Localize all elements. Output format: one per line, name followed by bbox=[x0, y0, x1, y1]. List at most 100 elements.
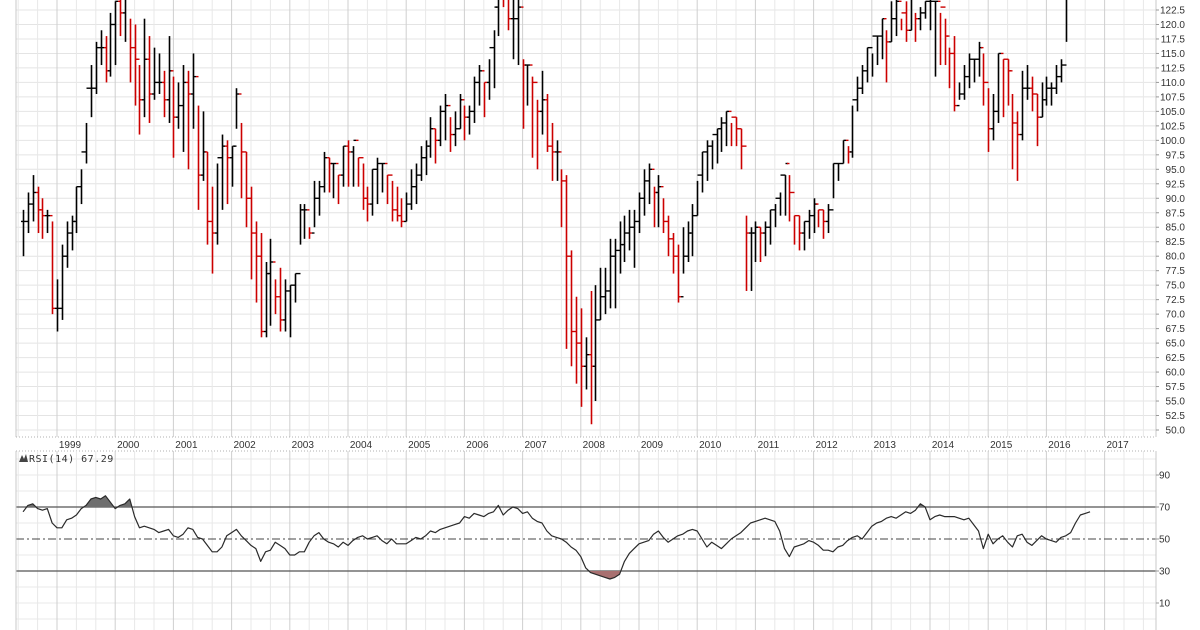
ohlc-bar bbox=[763, 221, 768, 257]
ohlc-bar bbox=[555, 140, 560, 181]
ohlc-bar bbox=[569, 250, 574, 367]
ohlc-bar bbox=[443, 93, 448, 141]
ohlc-bar bbox=[778, 174, 783, 216]
price-ohlc-bars bbox=[21, 0, 1068, 425]
ohlc-bar bbox=[972, 58, 977, 83]
year-label: 2002 bbox=[233, 440, 256, 451]
price-tick-label: 107.5 bbox=[1160, 92, 1185, 103]
price-tick-label: 67.5 bbox=[1166, 324, 1186, 335]
ohlc-bar bbox=[637, 192, 642, 234]
ohlc-bar bbox=[60, 244, 65, 320]
price-tick-label: 60.0 bbox=[1166, 368, 1186, 379]
ohlc-bar bbox=[545, 93, 550, 152]
year-label: 2016 bbox=[1048, 440, 1071, 451]
ohlc-bar bbox=[1059, 59, 1064, 83]
ohlc-bar bbox=[622, 215, 627, 262]
price-y-axis: 50.0 52.5 55.0 57.5 60.0 62.5 65.0 67.5 70.0 72.5… bbox=[1156, 6, 1186, 436]
ohlc-bar bbox=[816, 203, 821, 228]
ohlc-bar bbox=[89, 65, 94, 118]
price-tick-label: 50.0 bbox=[1166, 425, 1186, 436]
ohlc-bar bbox=[666, 215, 671, 257]
ohlc-bar bbox=[482, 70, 487, 118]
ohlc-bar bbox=[826, 204, 831, 234]
ohlc-bar bbox=[162, 70, 167, 118]
year-label: 2014 bbox=[932, 440, 955, 451]
ohlc-bar bbox=[433, 128, 438, 164]
rsi-tick-label: 90 bbox=[1159, 471, 1171, 482]
ohlc-bar bbox=[831, 162, 836, 211]
rsi-tick-label: 30 bbox=[1159, 567, 1171, 578]
ohlc-bar bbox=[191, 53, 196, 129]
ohlc-bar bbox=[365, 186, 370, 222]
rsi-line bbox=[22, 495, 1091, 580]
ohlc-bar bbox=[205, 151, 210, 245]
ohlc-bar bbox=[884, 17, 889, 83]
ohlc-bar bbox=[1064, 0, 1068, 66]
ohlc-bar bbox=[938, 0, 943, 66]
price-tick-label: 112.5 bbox=[1161, 63, 1186, 74]
ohlc-bar bbox=[259, 233, 264, 338]
ohlc-bar bbox=[821, 209, 826, 239]
ohlc-bar bbox=[390, 174, 395, 222]
ohlc-bar bbox=[744, 145, 749, 291]
ohlc-bar bbox=[724, 110, 729, 147]
ohlc-bar bbox=[399, 198, 404, 228]
ohlc-bar bbox=[870, 35, 875, 77]
ohlc-bar bbox=[603, 267, 608, 315]
ohlc-bar bbox=[865, 46, 870, 83]
ohlc-bar bbox=[787, 162, 792, 222]
price-tick-label: 82.5 bbox=[1166, 237, 1186, 248]
ohlc-bar bbox=[889, 1, 894, 43]
ohlc-bar bbox=[928, 0, 933, 31]
price-tick-label: 120.0 bbox=[1160, 20, 1185, 31]
ohlc-bar bbox=[171, 70, 176, 158]
ohlc-bar bbox=[991, 93, 996, 141]
ohlc-bar bbox=[914, 12, 918, 42]
ohlc-bar bbox=[618, 221, 623, 274]
ohlc-bar bbox=[773, 197, 778, 228]
price-panel-frame bbox=[15, 0, 1157, 438]
ohlc-bar bbox=[133, 24, 138, 106]
ohlc-bar bbox=[74, 185, 79, 234]
ohlc-bar bbox=[535, 81, 540, 170]
ohlc-bar bbox=[129, 18, 133, 83]
rsi-label: RSI(14) 67.29 bbox=[29, 454, 114, 465]
ohlc-bar bbox=[802, 220, 807, 251]
price-tick-label: 90.0 bbox=[1166, 194, 1186, 205]
ohlc-bar bbox=[104, 36, 109, 83]
ohlc-bar bbox=[841, 139, 846, 165]
ohlc-bar bbox=[584, 337, 589, 390]
ohlc-bar bbox=[419, 146, 424, 181]
ohlc-bar bbox=[496, 0, 500, 37]
price-tick-label: 117.5 bbox=[1161, 34, 1186, 45]
ohlc-bar bbox=[981, 46, 986, 106]
ohlc-bar bbox=[181, 65, 186, 152]
ohlc-bar bbox=[467, 105, 472, 135]
ohlc-bar bbox=[472, 76, 477, 123]
ohlc-bar bbox=[875, 35, 880, 66]
ohlc-bar bbox=[734, 116, 739, 147]
ohlc-bar bbox=[671, 233, 676, 274]
ohlc-bar bbox=[579, 308, 584, 407]
ohlc-bar bbox=[957, 82, 962, 107]
ohlc-bar bbox=[564, 175, 569, 349]
ohlc-bar bbox=[317, 180, 322, 216]
ohlc-bar bbox=[428, 117, 433, 158]
ohlc-bar bbox=[84, 87, 89, 164]
rsi-threshold-fills bbox=[23, 495, 1091, 579]
year-label: 2000 bbox=[117, 440, 140, 451]
ohlc-bar bbox=[705, 140, 710, 181]
ohlc-bar bbox=[768, 209, 773, 245]
ohlc-bar bbox=[511, 0, 516, 60]
ohlc-bar bbox=[574, 296, 579, 384]
ohlc-bar bbox=[448, 104, 453, 152]
ohlc-bar bbox=[676, 244, 681, 303]
ohlc-bar bbox=[220, 134, 225, 210]
ohlc-bar bbox=[719, 117, 724, 152]
ohlc-bar bbox=[322, 151, 327, 193]
ohlc-bar bbox=[952, 36, 957, 112]
ohlc-bar bbox=[113, 0, 118, 66]
ohlc-bar bbox=[21, 209, 26, 257]
ohlc-bar bbox=[681, 227, 686, 298]
ohlc-bar bbox=[1054, 65, 1059, 94]
